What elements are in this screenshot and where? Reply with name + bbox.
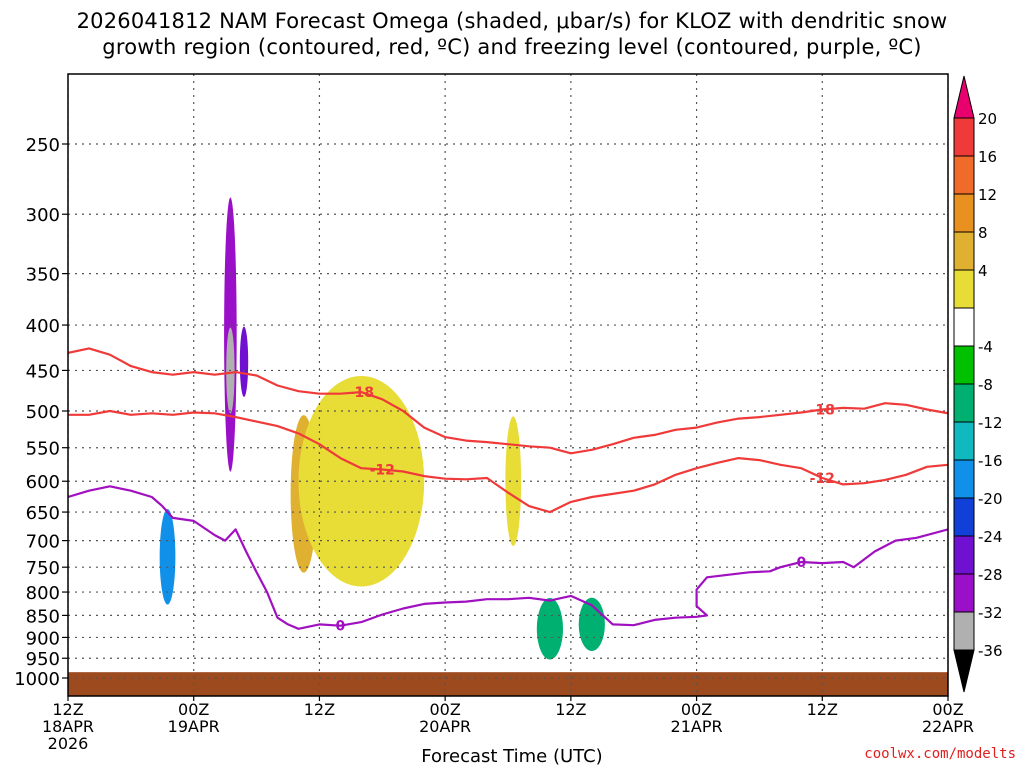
colorbar-bin-7	[953, 345, 975, 385]
x-tick-label-3-0: 00Z	[429, 700, 460, 719]
colorbar-label-4: 4	[978, 262, 988, 280]
x-tick-label-7-0: 00Z	[932, 700, 963, 719]
colorbar: 20 16 12 8 4 -4 -8 -12 -16 -20 -24 -28 -32 -36	[953, 75, 1003, 693]
chart-title-line2: growth region (contoured, red, ºC) and f…	[102, 35, 922, 59]
y-tick-label-10: 750	[26, 558, 60, 579]
dgz-contour-1-label-0: -12	[370, 462, 395, 478]
x-tick-label-2-0: 12Z	[304, 700, 335, 719]
x-tick-label-3-1: 20APR	[419, 717, 471, 736]
colorbar-bin-11	[953, 497, 975, 537]
colorbar-label-6: -8	[978, 376, 993, 394]
y-tick-label-5: 500	[26, 402, 60, 423]
x-tick-label-5-0: 00Z	[681, 700, 712, 719]
y-tick-label-15: 1000	[14, 669, 60, 690]
colorbar-bin-8	[953, 383, 975, 423]
colorbar-bin-3	[953, 193, 975, 233]
colorbar-label-0: 20	[978, 110, 997, 128]
colorbar-label-13: -36	[978, 642, 1003, 660]
colorbar-label-10: -24	[978, 528, 1003, 546]
colorbar-bin-14	[953, 611, 975, 651]
omega-cell-7	[536, 598, 564, 660]
dgz-contour-0-line	[68, 347, 948, 455]
y-tick-label-14: 950	[26, 649, 60, 670]
colorbar-label-2: 12	[978, 186, 997, 204]
colorbar-label-11: -28	[978, 566, 1003, 584]
x-axis-label: Forecast Time (UTC)	[421, 746, 603, 767]
colorbar-bottom-cap	[953, 649, 975, 693]
colorbar-label-1: 16	[978, 148, 997, 166]
y-tick-label-11: 800	[26, 583, 60, 604]
x-tick-label-1-1: 19APR	[168, 717, 220, 736]
colorbar-label-7: -12	[978, 414, 1003, 432]
freezing-contour-0-label-0: 0	[336, 619, 346, 635]
omega-cell-2	[239, 326, 249, 397]
colorbar-bin-10	[953, 459, 975, 499]
plot-frame	[67, 73, 949, 697]
y-tick-label-2: 350	[26, 265, 60, 286]
credit-text: coolwx.com/modelts	[864, 746, 1016, 762]
omega-cell-5	[505, 416, 522, 547]
colorbar-bin-12	[953, 535, 975, 575]
colorbar-bin-2	[953, 155, 975, 195]
omega-shading	[68, 197, 948, 696]
freezing-contour-0-label-1: 0	[796, 555, 806, 571]
y-tick-label-0: 250	[26, 135, 60, 156]
x-tick-label-1-0: 00Z	[178, 700, 209, 719]
x-tick-label-0-2: 2026	[48, 734, 89, 753]
colorbar-bin-9	[953, 421, 975, 461]
y-tick-label-8: 650	[26, 503, 60, 524]
dgz-contour-1-label-1: -12	[810, 471, 835, 487]
chart-title-line1: 2026041812 NAM Forecast Omega (shaded, μ…	[76, 9, 948, 33]
y-tick-label-1: 300	[26, 205, 60, 226]
colorbar-bin-1	[953, 117, 975, 157]
y-tick-label-3: 400	[26, 316, 60, 337]
colorbar-label-12: -32	[978, 604, 1003, 622]
x-tick-label-6-0: 12Z	[807, 700, 838, 719]
colorbar-label-9: -20	[978, 490, 1003, 508]
y-axis-ticks: 2503003504004505005506006507007508008509…	[14, 135, 68, 690]
dgz-contour-1-line	[68, 409, 948, 514]
x-tick-label-5-1: 21APR	[671, 717, 723, 736]
y-tick-label-12: 850	[26, 606, 60, 627]
y-tick-label-13: 900	[26, 628, 60, 649]
omega-cell-6	[298, 375, 425, 587]
colorbar-label-8: -16	[978, 452, 1003, 470]
x-tick-label-0-0: 12Z	[52, 700, 83, 719]
x-tick-label-0-1: 18APR	[42, 717, 94, 736]
x-tick-label-7-1: 22APR	[922, 717, 974, 736]
colorbar-bin-4	[953, 231, 975, 271]
y-tick-label-9: 700	[26, 532, 60, 553]
colorbar-top-cap	[953, 75, 975, 119]
dgz-contour-0-label-1: -18	[810, 402, 835, 418]
colorbar-bin-13	[953, 573, 975, 613]
y-tick-label-7: 600	[26, 472, 60, 493]
freezing-contour-0-line	[68, 485, 948, 630]
omega-cell-3	[159, 509, 176, 605]
surface-band	[68, 672, 948, 696]
y-tick-label-4: 450	[26, 361, 60, 382]
x-tick-label-4-0: 12Z	[555, 700, 586, 719]
colorbar-bin-5	[953, 269, 975, 309]
contour-lines: -18 -18 -12 -12 0 0	[68, 347, 948, 635]
colorbar-bin-6	[953, 307, 975, 347]
grid-lines	[68, 74, 948, 696]
dgz-contour-0-label-0: -18	[349, 385, 374, 401]
y-tick-label-6: 550	[26, 439, 60, 460]
colorbar-label-5: -4	[978, 338, 993, 356]
colorbar-label-3: 8	[978, 224, 988, 242]
